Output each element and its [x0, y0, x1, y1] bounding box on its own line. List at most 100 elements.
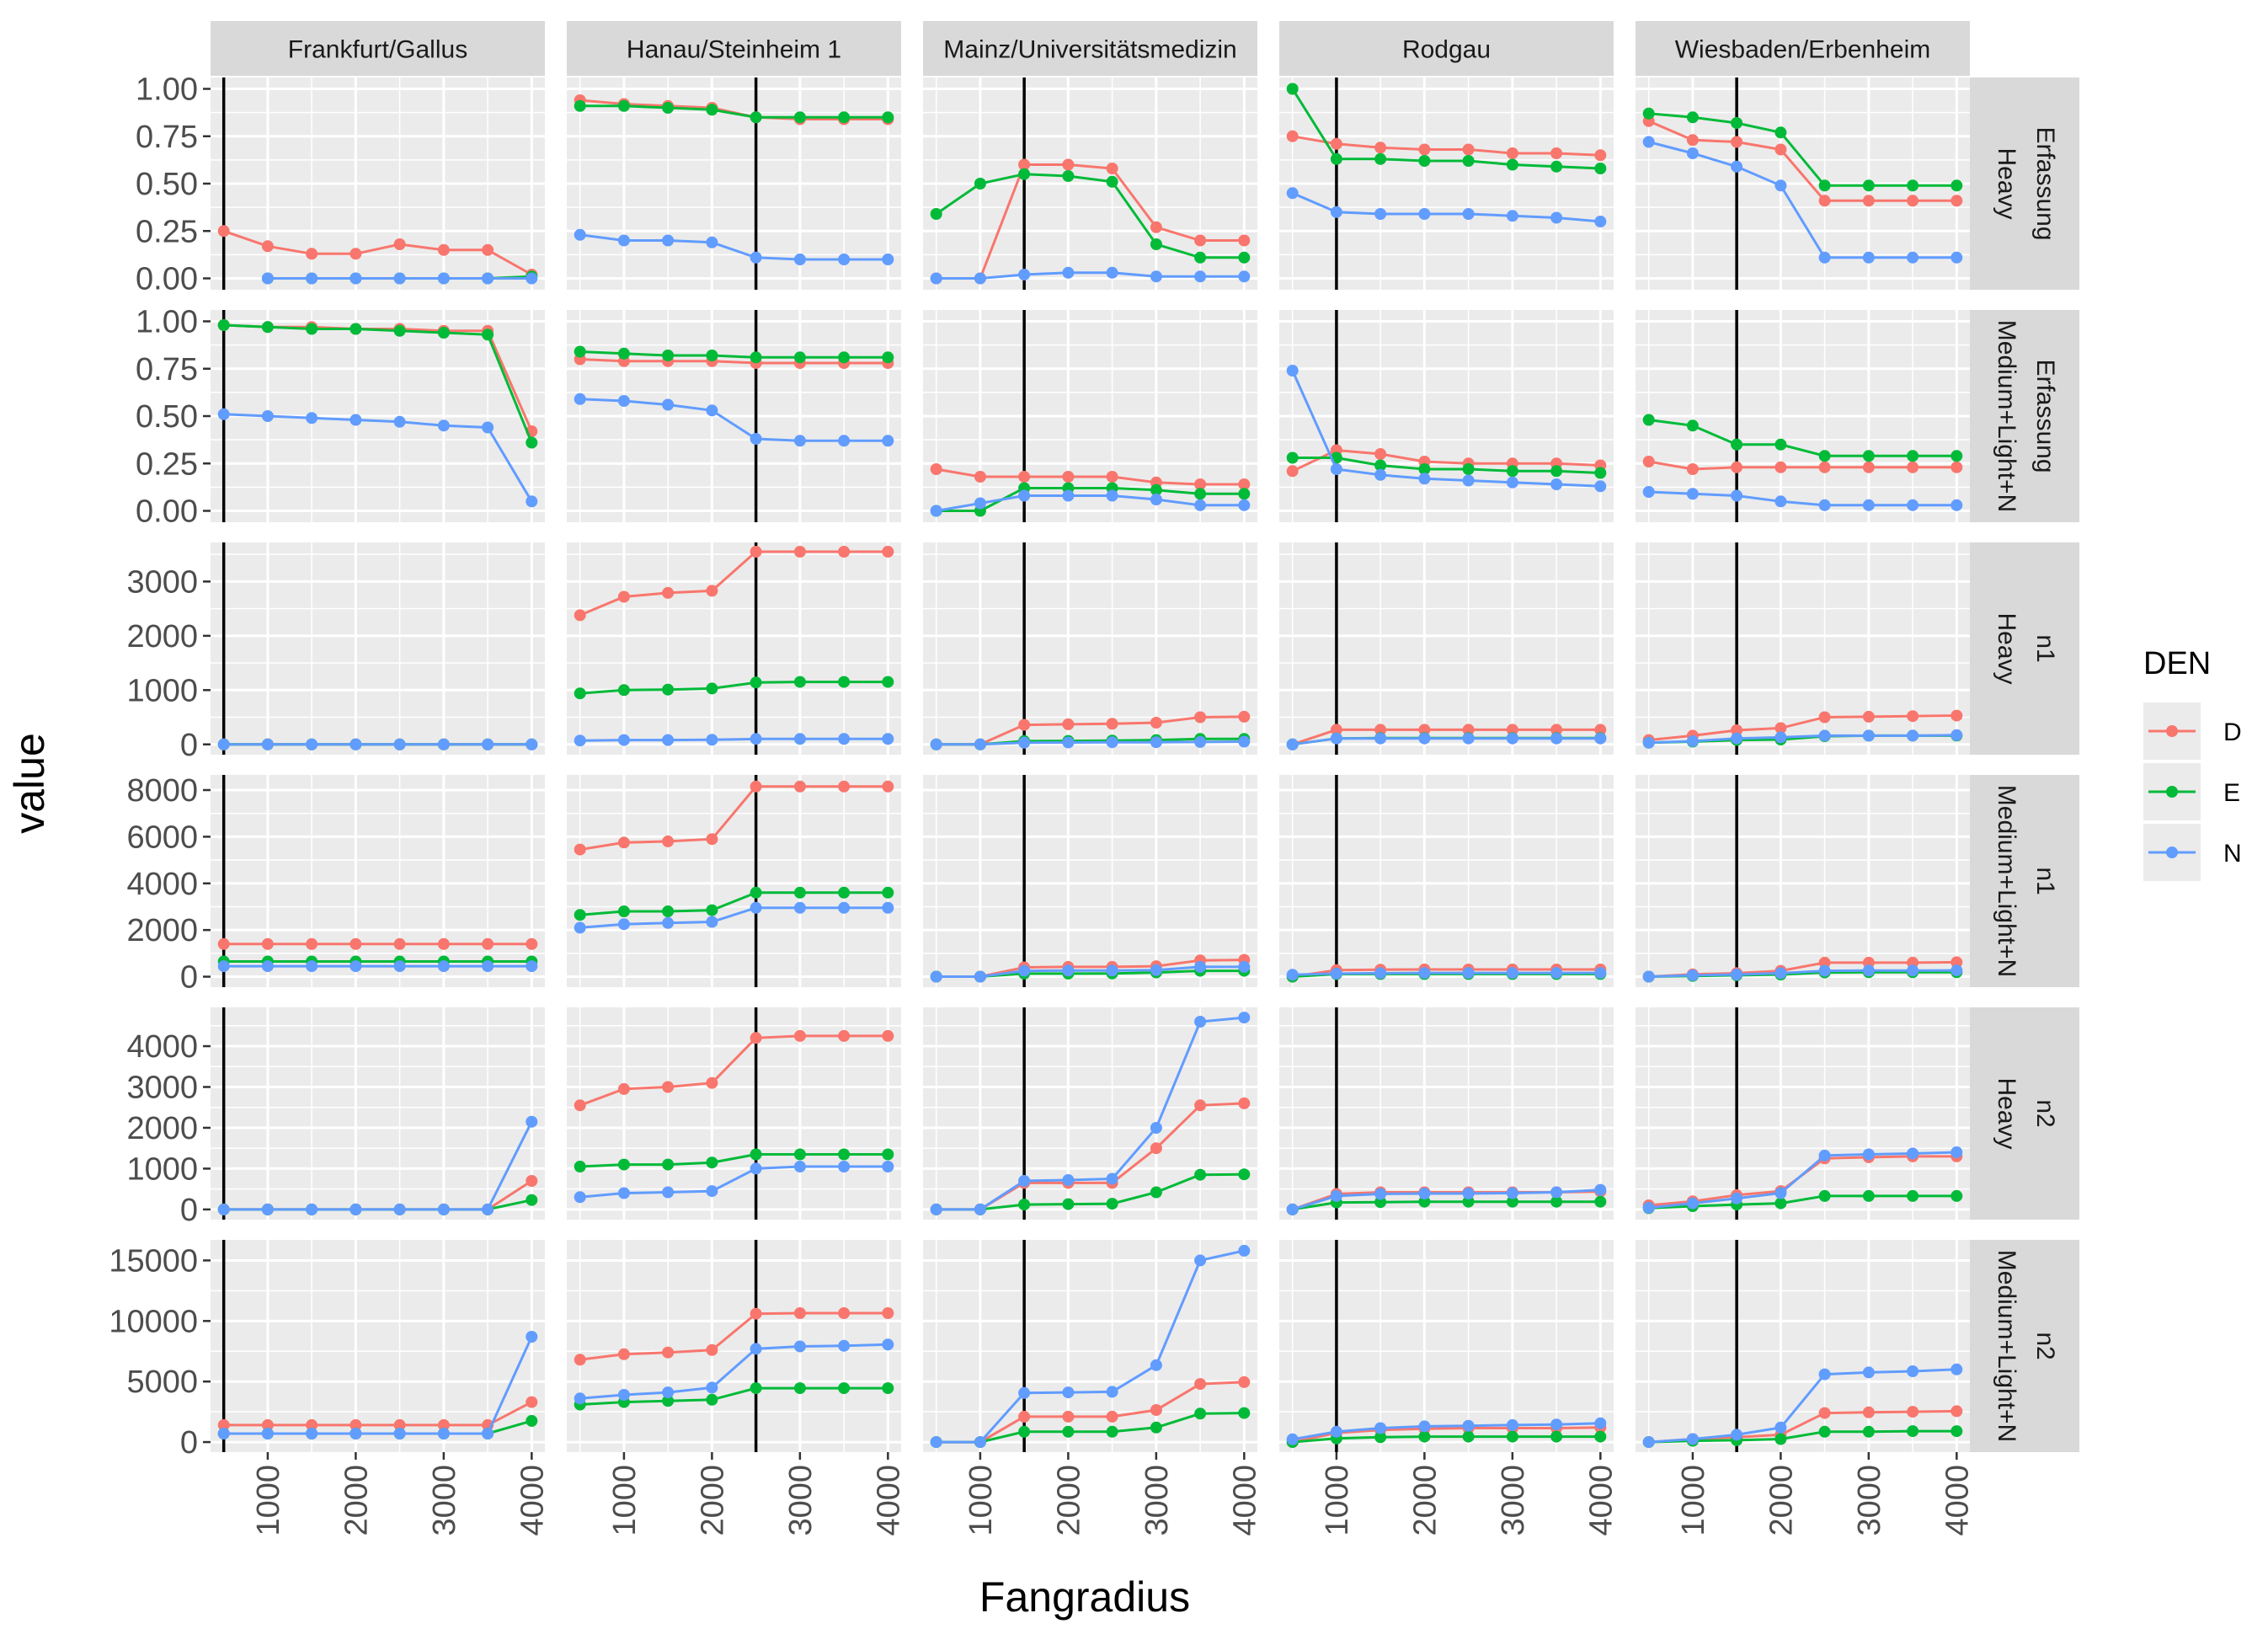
- series-E: [574, 345, 894, 364]
- data-point: [1862, 1189, 1875, 1202]
- series-line-N: [936, 494, 1245, 512]
- data-point: [482, 960, 494, 973]
- row-label: Medium+Light+N: [1993, 785, 2020, 977]
- data-point: [393, 738, 406, 750]
- data-point: [1106, 964, 1118, 977]
- series-N: [930, 266, 1251, 285]
- data-point: [1238, 1375, 1251, 1388]
- data-point: [930, 463, 942, 475]
- data-point: [261, 1428, 274, 1439]
- y-axis-row-4: 0 1000 2000 3000 4000: [126, 1029, 211, 1228]
- x-axis-hanau-steinheim-1: 1000 2000 3000 4000: [607, 1452, 906, 1536]
- panel-rodgau-row-2: [1279, 542, 1614, 755]
- series-line-N: [1648, 969, 1957, 978]
- data-point: [482, 1203, 494, 1215]
- row-strip-5: n2 Medium+Light+N: [1968, 1240, 2079, 1452]
- y-tick-label: 1.00: [136, 305, 198, 340]
- panel-background: [923, 1240, 1257, 1452]
- series-N: [574, 228, 894, 265]
- data-point: [1950, 499, 1963, 511]
- data-point: [1150, 717, 1162, 729]
- data-point: [1506, 147, 1518, 159]
- data-point: [1150, 1186, 1162, 1199]
- series-E: [1642, 107, 1963, 192]
- series-line-E: [579, 350, 889, 359]
- data-point: [882, 254, 894, 265]
- x-tick-label: 2000: [695, 1465, 730, 1536]
- panel-mainz-universit-tsmedizin-row-5: [923, 1240, 1257, 1452]
- y-tick-label: 0: [180, 960, 198, 996]
- data-point: [1462, 1419, 1475, 1432]
- x-tick-label: 1000: [1320, 1465, 1355, 1536]
- data-point: [1418, 732, 1431, 745]
- data-point: [1150, 1421, 1162, 1434]
- data-point: [1462, 967, 1475, 980]
- series-N: [1642, 136, 1963, 264]
- data-point: [662, 1186, 675, 1199]
- data-point: [1330, 724, 1342, 736]
- data-point: [350, 937, 362, 950]
- x-axis-wiesbaden-erbenheim: 1000 2000 3000 4000: [1676, 1452, 1975, 1536]
- data-point: [1150, 736, 1162, 749]
- series-line-N: [223, 413, 533, 503]
- data-point: [617, 234, 630, 247]
- data-point: [1238, 1244, 1251, 1257]
- data-point: [1642, 970, 1655, 983]
- axes-layer: 0.00 0.25 0.50 0.75 1.00 0.00 0.25 0.50 0.75 1.00…: [109, 72, 1975, 1536]
- data-point: [662, 234, 675, 247]
- y-tick-label: 0.50: [136, 167, 198, 202]
- series-line-N: [579, 398, 889, 442]
- data-point: [1418, 208, 1431, 220]
- data-point: [437, 327, 450, 339]
- data-point: [1374, 724, 1387, 736]
- data-point: [1550, 478, 1563, 490]
- data-point: [838, 1382, 851, 1395]
- data-point: [750, 901, 762, 914]
- data-point: [662, 835, 675, 847]
- row-label: Heavy: [1993, 147, 2020, 219]
- x-tick-label: 3000: [1496, 1465, 1531, 1536]
- row-label: n1: [2031, 867, 2059, 895]
- y-tick-label: 0.75: [136, 120, 198, 155]
- data-point: [1731, 160, 1743, 173]
- data-point: [838, 1161, 851, 1172]
- data-point: [1907, 195, 1919, 207]
- panel-background: [1279, 1240, 1614, 1452]
- data-point: [1862, 729, 1875, 742]
- data-point: [838, 111, 851, 124]
- x-tick-label: 1000: [607, 1465, 643, 1536]
- panel-frankfurt-gallus-row-1: [211, 310, 545, 522]
- data-point: [1550, 465, 1563, 478]
- series-N: [1642, 486, 1963, 511]
- series-line-D: [579, 550, 889, 617]
- data-point: [574, 345, 586, 358]
- x-tick-label: 4000: [515, 1465, 550, 1536]
- data-point: [1950, 956, 1963, 969]
- data-point: [350, 323, 362, 335]
- y-tick-label: 10000: [109, 1304, 198, 1339]
- data-point: [617, 905, 630, 917]
- data-point: [1818, 195, 1831, 207]
- data-point: [1374, 1422, 1387, 1434]
- data-point: [261, 321, 274, 334]
- data-point: [1194, 711, 1207, 724]
- series-N: [930, 489, 1251, 517]
- data-point: [1862, 964, 1875, 977]
- panel-background: [567, 542, 901, 755]
- data-point: [1330, 137, 1342, 150]
- data-point: [750, 1032, 762, 1044]
- data-point: [1194, 1168, 1207, 1181]
- data-point: [1950, 1146, 1963, 1158]
- data-point: [1374, 208, 1387, 220]
- row-label: n2: [2031, 1332, 2059, 1359]
- data-point: [1018, 1175, 1031, 1187]
- data-point: [350, 960, 362, 973]
- row-label: Erfassung: [2031, 126, 2059, 240]
- panel-rodgau-row-1: [1279, 310, 1614, 522]
- row-strip-4: n2 Heavy: [1968, 1007, 2079, 1220]
- panel-hanau-steinheim-1-row-4: [567, 1007, 901, 1220]
- data-point: [1150, 1404, 1162, 1416]
- data-point: [1686, 463, 1699, 475]
- data-point: [1550, 211, 1563, 224]
